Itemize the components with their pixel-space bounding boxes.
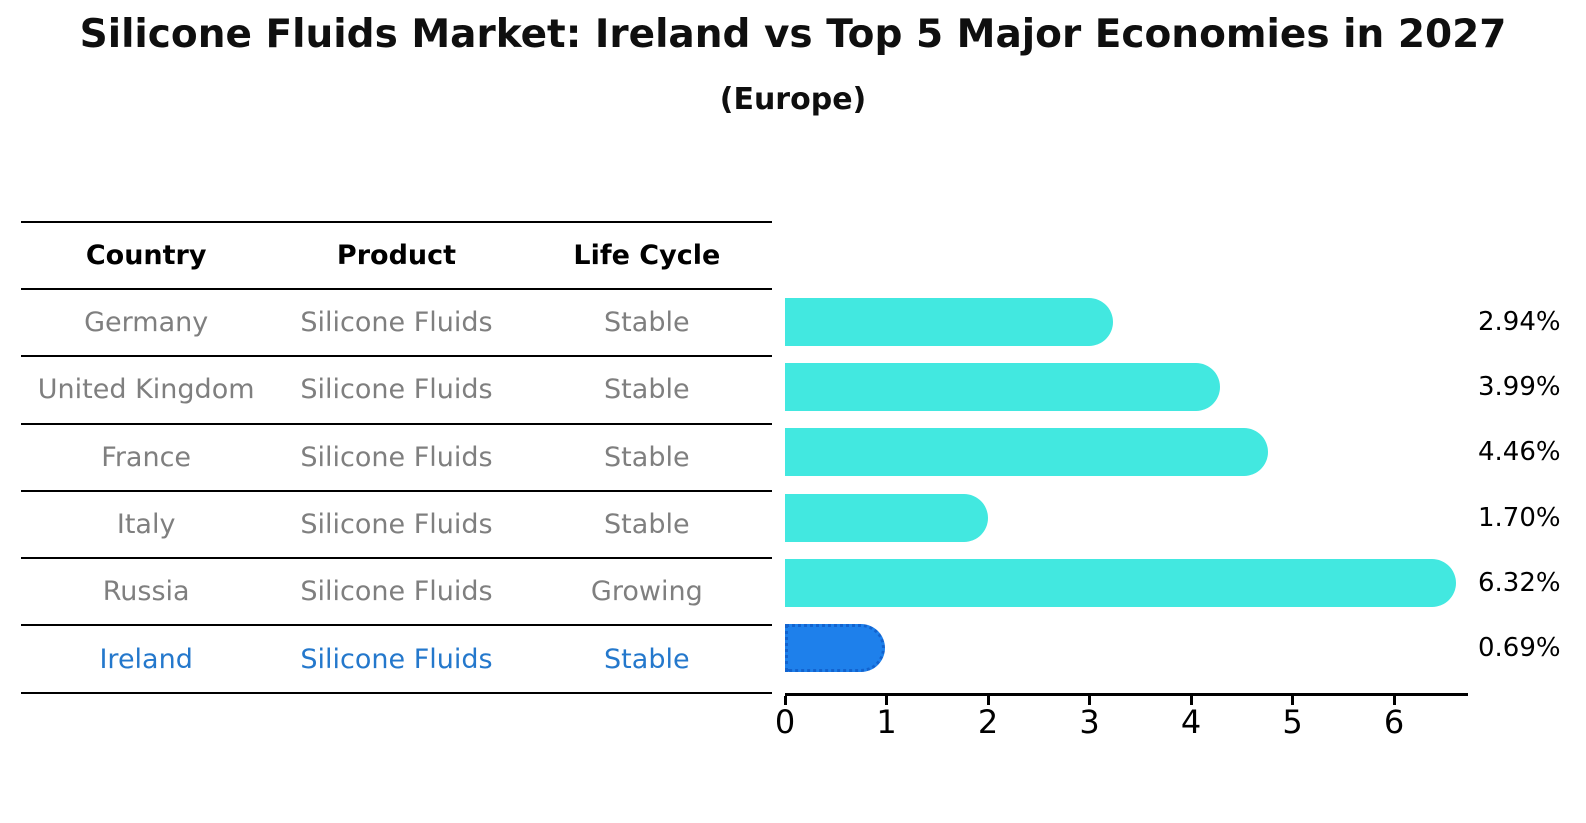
table-cell-product: Silicone Fluids	[300, 509, 493, 541]
bar-row	[785, 550, 1467, 615]
table-cell-product: Silicone Fluids	[300, 441, 493, 473]
x-tick-mark	[1291, 696, 1294, 705]
table-cell-country: Ireland	[99, 643, 193, 675]
x-tick-label: 1	[876, 703, 897, 741]
x-axis-line	[785, 693, 1468, 696]
x-tick-label: 4	[1180, 703, 1202, 741]
x-tick-mark	[783, 696, 787, 705]
bar-row	[785, 354, 1467, 419]
x-tick-label: 6	[1383, 703, 1405, 741]
table-row: Germany Silicone Fluids Stable	[21, 290, 772, 358]
table-row: France Silicone Fluids Stable	[21, 425, 772, 492]
bar-chart	[785, 289, 1467, 681]
bar-france	[785, 428, 1268, 477]
column-header-lifecycle: Life Cycle	[573, 240, 721, 271]
column-header-country: Country	[85, 240, 207, 271]
x-tick-mark	[1392, 696, 1396, 705]
bar-italy	[785, 493, 988, 542]
table-row: United Kingdom Silicone Fluids Stable	[21, 357, 772, 425]
bar-value-label: 6.32%	[1478, 567, 1561, 598]
table-cell-country: Italy	[116, 509, 176, 541]
x-tick-mark	[885, 696, 888, 705]
x-tick-label: 3	[1079, 703, 1100, 741]
table-cell-product: Silicone Fluids	[300, 374, 493, 406]
table-header-row: Country Product Life Cycle	[21, 223, 772, 290]
column-header-product: Product	[336, 240, 457, 271]
bar-value-label: 3.99%	[1478, 371, 1561, 402]
table-cell-life-cycle: Stable	[604, 441, 690, 473]
table-cell-life-cycle: Stable	[604, 643, 690, 675]
chart-title: Silicone Fluids Market: Ireland vs Top 5…	[79, 12, 1507, 57]
table-row: Russia Silicone Fluids Growing	[21, 559, 772, 627]
bar-value-label: 4.46%	[1478, 437, 1561, 468]
table-cell-country: United Kingdom	[37, 374, 255, 406]
bar-value-label: 1.70%	[1478, 502, 1561, 533]
table-cell-product: Silicone Fluids	[300, 576, 493, 608]
bar-value-label: 2.94%	[1478, 306, 1561, 337]
table-cell-country: France	[101, 441, 192, 473]
x-tick-mark	[1189, 696, 1193, 705]
bar-row	[785, 615, 1467, 680]
x-tick-mark	[986, 696, 990, 705]
table-cell-product: Silicone Fluids	[300, 307, 493, 339]
bar-united-kingdom	[785, 362, 1220, 411]
bar-ireland	[785, 624, 886, 673]
country-table: Country Product Life Cycle Germany Silico…	[21, 221, 772, 694]
table-cell-life-cycle: Stable	[604, 509, 690, 541]
bar-value-label: 0.69%	[1478, 633, 1561, 664]
table-cell-country: Germany	[84, 307, 209, 339]
table-cell-country: Russia	[102, 576, 190, 608]
table-row: Ireland Silicone Fluids Stable	[21, 626, 772, 694]
x-tick-mark	[1088, 696, 1091, 705]
x-tick-label: 2	[977, 703, 999, 741]
table-cell-product: Silicone Fluids	[300, 643, 493, 675]
table-cell-life-cycle: Growing	[590, 576, 703, 608]
bar-russia	[785, 558, 1457, 607]
x-tick-label: 0	[774, 703, 796, 741]
table-cell-life-cycle: Stable	[604, 374, 690, 406]
bar-row	[785, 289, 1467, 354]
bar-germany	[785, 297, 1114, 346]
table-row: Italy Silicone Fluids Stable	[21, 492, 772, 560]
x-tick-label: 5	[1282, 703, 1303, 741]
table-cell-life-cycle: Stable	[604, 307, 690, 339]
bar-row	[785, 420, 1467, 485]
bar-row	[785, 485, 1467, 550]
chart-subtitle: (Europe)	[719, 82, 867, 117]
